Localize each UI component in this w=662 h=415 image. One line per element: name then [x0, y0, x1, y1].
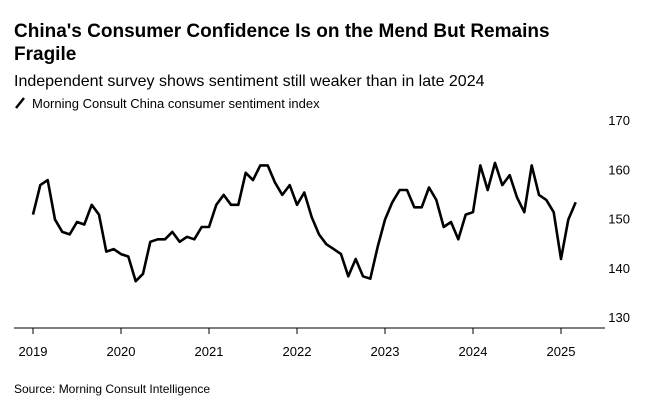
x-tick-label: 2025 [547, 344, 576, 359]
y-tick-label: 150 [608, 212, 630, 227]
x-tick-label: 2024 [459, 344, 488, 359]
chart-subtitle: Independent survey shows sentiment still… [14, 73, 485, 90]
x-tick-label: 2021 [195, 344, 224, 359]
legend-label: Morning Consult China consumer sentiment… [32, 96, 320, 111]
legend-swatch [15, 97, 25, 109]
chart-title: China's Consumer Confidence Is on the Me… [14, 21, 550, 65]
y-tick-label: 170 [608, 113, 630, 128]
y-tick-label: 130 [608, 310, 630, 325]
x-tick-label: 2020 [107, 344, 136, 359]
x-tick-label: 2019 [19, 344, 48, 359]
x-tick-label: 2022 [283, 344, 312, 359]
source: Source: Morning Consult Intelligence [14, 382, 210, 396]
y-tick-label: 140 [608, 261, 630, 276]
y-tick-label: 160 [608, 162, 630, 177]
x-tick-label: 2023 [371, 344, 400, 359]
line-series [31, 161, 577, 283]
